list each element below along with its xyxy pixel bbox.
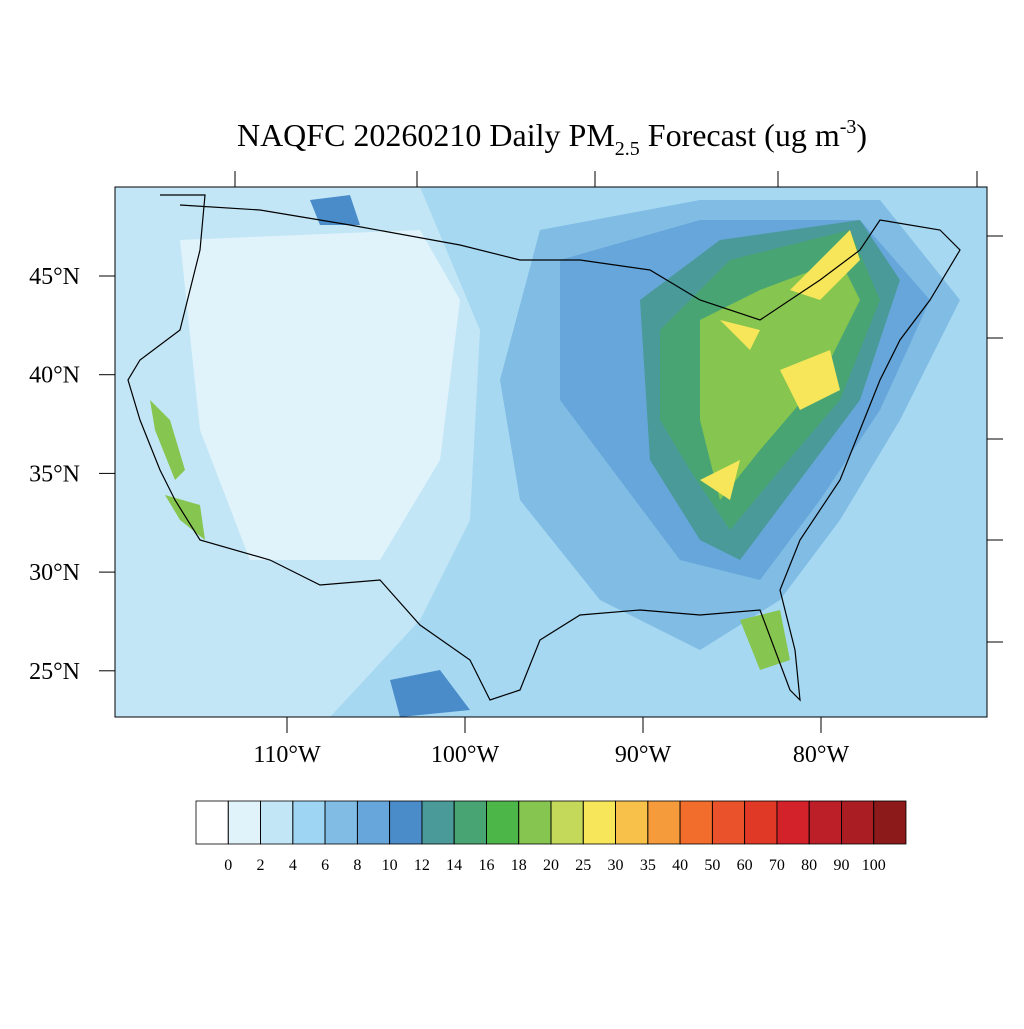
colorbar-box [421, 800, 455, 845]
colorbar-label: 70 [769, 857, 785, 874]
colorbar-box [582, 800, 616, 845]
colorbar-box [841, 800, 875, 845]
colorbar-label: 100 [862, 857, 886, 874]
lon-label: 100°W [431, 742, 500, 768]
title-subscript: 2.5 [615, 138, 640, 160]
lon-label: 110°W [253, 742, 321, 768]
colorbar-box [647, 800, 681, 845]
colorbar-label: 60 [737, 857, 753, 874]
colorbar-box [389, 800, 423, 845]
colorbar-box [679, 800, 713, 845]
colorbar-label: 35 [640, 857, 656, 874]
lat-label: 25°N [29, 659, 80, 685]
colorbar-label: 80 [801, 857, 817, 874]
colorbar-label: 2 [257, 857, 265, 874]
lon-label: 90°W [615, 742, 672, 768]
colorbar-box [873, 800, 907, 845]
pm25-field [115, 187, 987, 717]
colorbar-box [227, 800, 261, 845]
lon-label: 80°W [793, 742, 850, 768]
colorbar-box [776, 800, 810, 845]
colorbar-box [324, 800, 358, 845]
colorbar-box [550, 800, 584, 845]
colorbar-box [711, 800, 746, 845]
colorbar-label: 40 [672, 857, 688, 874]
map-frame [114, 186, 988, 718]
lat-label: 45°N [29, 264, 80, 290]
lat-label: 30°N [29, 560, 80, 586]
frame-ticks [234, 171, 1003, 643]
colorbar-label: 16 [478, 857, 494, 874]
lat-label: 35°N [29, 461, 80, 487]
title-text: ) [856, 117, 867, 153]
colorbar-label: 25 [575, 857, 591, 874]
colorbar-label: 90 [833, 857, 849, 874]
colorbar-box [615, 800, 649, 845]
colorbar-label: 50 [704, 857, 720, 874]
colorbar-box [744, 800, 778, 845]
colorbar-label: 4 [289, 857, 297, 874]
colorbar-box [292, 800, 326, 845]
colorbar-label: 30 [608, 857, 624, 874]
title-text: Forecast (ug m [640, 117, 840, 153]
colorbar-box [453, 800, 487, 845]
colorbar-box [518, 800, 552, 845]
title: NAQFC 20260210 Daily PM2.5 Forecast (ug … [237, 116, 867, 160]
colorbar-box [260, 800, 294, 845]
title-superscript: -3 [840, 116, 857, 138]
lat-label: 40°N [29, 363, 80, 389]
colorbar-box [808, 800, 842, 845]
colorbar-label: 8 [353, 857, 361, 874]
colorbar-label: 18 [511, 857, 527, 874]
colorbar-label: 20 [543, 857, 559, 874]
colorbar-box [486, 800, 520, 845]
title-text: NAQFC 20260210 Daily PM [237, 117, 615, 153]
colorbar-label: 14 [446, 857, 462, 874]
colorbar-label: 0 [224, 857, 232, 874]
colorbar-label: 10 [382, 857, 398, 874]
colorbar-label: 12 [414, 857, 430, 874]
colorbar-box [356, 800, 391, 845]
colorbar-box [195, 800, 229, 845]
colorbar-label: 6 [321, 857, 329, 874]
